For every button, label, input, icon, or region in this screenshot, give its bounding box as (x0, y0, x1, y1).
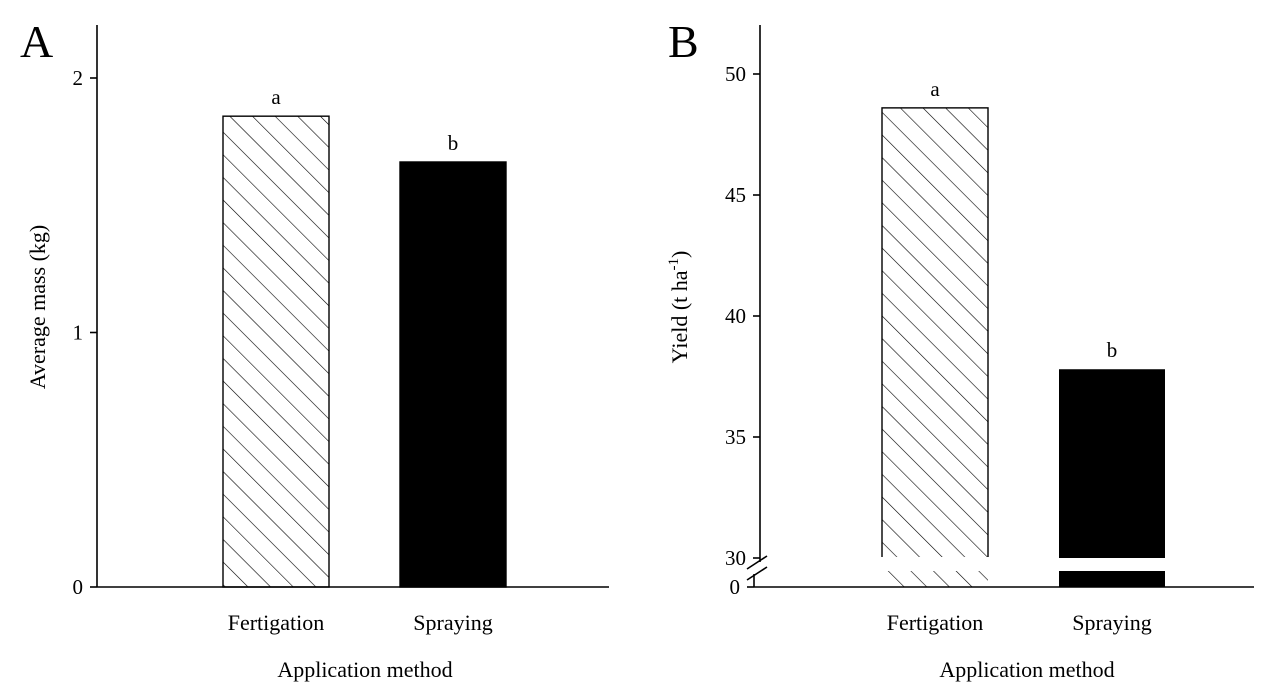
panel-a-bar-spraying (399, 161, 507, 588)
panel-a-y-ticks: 0 1 2 (73, 66, 97, 599)
panel-b-axis-break-mark-top (746, 555, 768, 570)
panel-b-y-axis-label-superscript: -1 (666, 258, 682, 271)
panel-b-category-label: Spraying (1072, 610, 1151, 635)
panel-b-axis-break-mark-bottom (746, 566, 768, 581)
panel-b: B 30 35 40 45 50 0 a Fertigation b Spraying Yiel… (666, 16, 1254, 682)
panel-b-significance-label: a (930, 77, 940, 101)
panel-a-bars: a Fertigation b Spraying (222, 85, 507, 635)
panel-b-y-ticks: 30 35 40 45 50 0 (725, 62, 760, 599)
panel-b-bar-fertigation-lower (882, 571, 988, 587)
panel-b-bar-spraying (1059, 369, 1165, 558)
panel-b-y-axis-label: Yield (t ha-1) (666, 251, 692, 364)
panel-a: A 0 1 2 a Fertigation b Spraying Average mass… (20, 16, 609, 682)
panel-b-bar-spraying-lower (1059, 571, 1165, 587)
panel-a-y-tick-label: 0 (73, 575, 84, 599)
panel-a-letter: A (20, 16, 53, 67)
panel-b-y-axis-label-main: Yield (t ha (667, 270, 692, 363)
panel-b-category-label: Fertigation (887, 610, 984, 635)
panel-b-y-axis-label-suffix: ) (667, 251, 692, 258)
panel-b-y-tick-label: 40 (725, 304, 746, 328)
panel-b-y-tick-label: 30 (725, 546, 746, 570)
panel-b-y-tick-label: 35 (725, 425, 746, 449)
panel-b-bars: a Fertigation b Spraying (881, 77, 1165, 635)
panel-b-bar-fertigation-break-gap (881, 557, 989, 560)
panel-a-x-axis-label: Application method (277, 657, 452, 682)
panel-b-x-axis-label: Application method (939, 657, 1114, 682)
panel-b-y-tick-label: 50 (725, 62, 746, 86)
panel-a-y-tick-label: 1 (73, 321, 84, 345)
panel-b-y-tick-label-zero: 0 (730, 575, 741, 599)
panel-b-letter: B (668, 16, 699, 67)
panel-a-y-tick-label: 2 (73, 66, 84, 90)
panel-a-category-label: Spraying (413, 610, 492, 635)
panel-b-bar-fertigation (881, 107, 989, 559)
panel-b-y-tick-label: 45 (725, 183, 746, 207)
panel-a-significance-label: a (271, 85, 281, 109)
panel-a-category-label: Fertigation (228, 610, 325, 635)
panel-a-significance-label: b (448, 131, 459, 155)
panel-a-y-axis-label: Average mass (kg) (25, 225, 50, 390)
panel-a-bar-fertigation (222, 115, 330, 588)
panel-b-significance-label: b (1107, 338, 1118, 362)
